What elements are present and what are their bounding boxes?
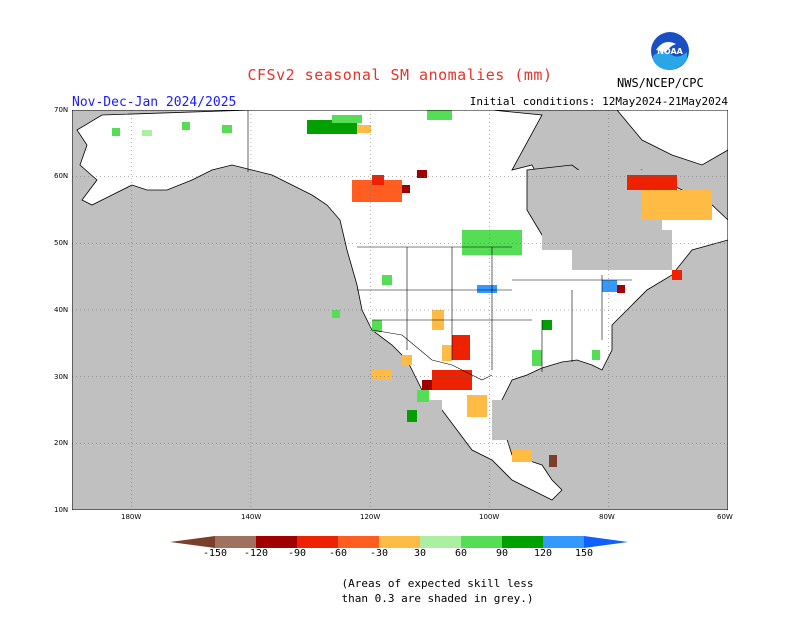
legend-arrow-left bbox=[170, 536, 215, 548]
legend-swatch bbox=[502, 536, 543, 548]
legend-swatch bbox=[461, 536, 502, 548]
legend-swatch bbox=[297, 536, 338, 548]
legend-swatch bbox=[338, 536, 379, 548]
legend-arrow-right bbox=[584, 536, 628, 548]
agency-label: NWS/NCEP/CPC bbox=[617, 76, 704, 90]
lat-label-50n: 50N bbox=[54, 239, 69, 247]
grey-low-skill-areas bbox=[247, 170, 672, 450]
noaa-logo-text: NOAA bbox=[657, 47, 683, 56]
lon-label-140w: 140W bbox=[241, 513, 262, 521]
lon-label-60w: 60W bbox=[717, 513, 733, 521]
legend-label: -60 bbox=[329, 548, 348, 559]
legend-label: 30 bbox=[414, 548, 427, 559]
legend-swatch bbox=[256, 536, 297, 548]
legend-label: -90 bbox=[288, 548, 307, 559]
soil-moisture-map bbox=[72, 110, 728, 510]
map-title: CFSv2 seasonal SM anomalies (mm) bbox=[247, 66, 553, 84]
legend-label: 90 bbox=[496, 548, 509, 559]
initial-conditions-label: Initial conditions: 12May2024-21May2024 bbox=[469, 95, 728, 108]
legend-label: 150 bbox=[575, 548, 594, 559]
lat-label-70n: 70N bbox=[54, 106, 69, 114]
graticule bbox=[72, 110, 728, 510]
legend-label: 120 bbox=[534, 548, 553, 559]
legend-label: -30 bbox=[370, 548, 389, 559]
lat-label-40n: 40N bbox=[54, 306, 69, 314]
legend-swatch bbox=[215, 536, 256, 548]
lat-label-20n: 20N bbox=[54, 439, 69, 447]
lat-label-10n: 10N bbox=[54, 506, 69, 514]
lon-label-120w: 120W bbox=[360, 513, 381, 521]
legend-label: -120 bbox=[244, 548, 269, 559]
noaa-logo: NOAA bbox=[651, 32, 689, 70]
skill-note-line2: than 0.3 are shaded in grey.) bbox=[341, 592, 534, 605]
season-label: Nov-Dec-Jan 2024/2025 bbox=[72, 95, 237, 110]
lat-label-30n: 30N bbox=[54, 373, 69, 381]
legend-label: -150 bbox=[203, 548, 228, 559]
boundaries bbox=[247, 110, 632, 381]
lon-label-100w: 100W bbox=[479, 513, 500, 521]
legend-swatch bbox=[379, 536, 420, 548]
lon-label-80w: 80W bbox=[599, 513, 615, 521]
color-legend-bar bbox=[170, 536, 628, 548]
lon-label-180w: 180W bbox=[121, 513, 142, 521]
legend-label: 60 bbox=[455, 548, 468, 559]
legend-swatch bbox=[543, 536, 584, 548]
lat-label-60n: 60N bbox=[54, 172, 69, 180]
greenland bbox=[616, 110, 728, 166]
legend-swatch bbox=[420, 536, 461, 548]
skill-note-line1: (Areas of expected skill less bbox=[341, 577, 534, 590]
